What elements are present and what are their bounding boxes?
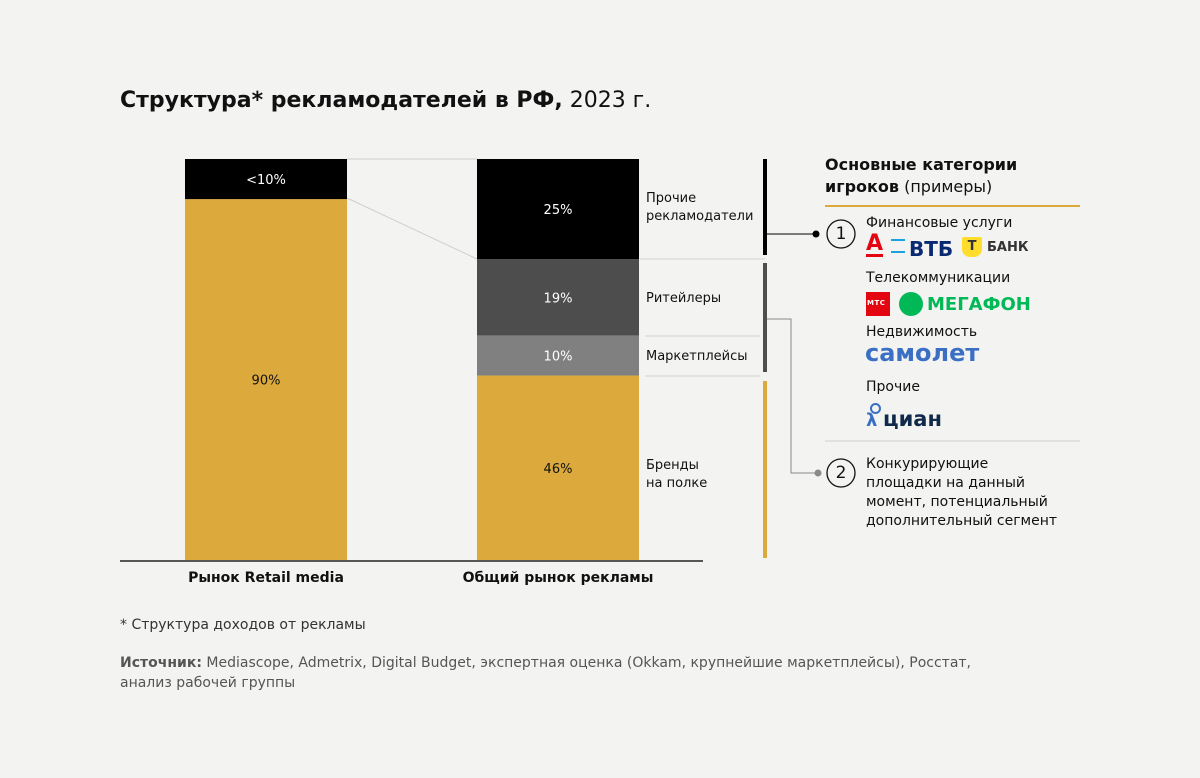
bar-segment bbox=[185, 199, 347, 560]
connector-dot bbox=[814, 469, 822, 477]
bracket-other bbox=[763, 159, 767, 255]
mts-logo: МТС bbox=[866, 292, 890, 316]
data-label: 19% bbox=[544, 291, 573, 306]
bar-segment bbox=[477, 259, 639, 336]
mts-logo-text: МТС bbox=[867, 299, 886, 307]
megafon-icon bbox=[899, 292, 923, 316]
group-label: Прочие bbox=[866, 379, 920, 395]
samolet-logo: самолет bbox=[865, 339, 980, 367]
label-other: Прочие рекламодатели bbox=[646, 191, 754, 224]
bar-segment bbox=[477, 375, 639, 560]
connector-dot bbox=[812, 230, 820, 238]
cian-pin-icon bbox=[870, 403, 881, 414]
cian-person-icon: λ bbox=[866, 410, 878, 431]
bar-segment bbox=[477, 335, 639, 376]
alfa-logo: А bbox=[866, 231, 884, 257]
telecom-logos: МТС МЕГАФОН bbox=[866, 292, 1066, 316]
vtb-logo: ВТБ bbox=[909, 237, 954, 261]
footnote: * Структура доходов от рекламы bbox=[120, 617, 366, 633]
marker-2-circle bbox=[826, 458, 856, 488]
vtb-stripes-icon bbox=[891, 239, 905, 253]
cian-logo: циан bbox=[883, 407, 942, 431]
x-tick-label: Рынок Retail media bbox=[188, 570, 344, 586]
connector-2 bbox=[767, 318, 818, 474]
marker-1-circle bbox=[826, 219, 856, 249]
panel-title: Основные категории игроков (примеры) bbox=[825, 155, 1018, 196]
chart-title: Структура* рекламодателей в РФ, 2023 г. bbox=[120, 88, 652, 113]
bar-segment bbox=[185, 159, 347, 200]
cian-logos: λ циан bbox=[866, 403, 966, 431]
label-marketplaces: Маркетплейсы bbox=[646, 349, 748, 364]
data-label: 46% bbox=[544, 462, 573, 477]
data-label: <10% bbox=[246, 173, 286, 188]
connector-line bbox=[346, 197, 478, 260]
bracket-brands bbox=[763, 381, 767, 558]
source-note: Источник: Mediascope, Admetrix, Digital … bbox=[120, 655, 972, 691]
marker-2: 2 bbox=[835, 463, 847, 483]
group-label: Телекоммуникации bbox=[866, 270, 1011, 286]
finance-logos: А ВТБ Т БАНК bbox=[866, 231, 1066, 261]
group-label: Финансовые услуги bbox=[866, 215, 1013, 231]
tbank-shield-logo: Т bbox=[962, 237, 982, 257]
marker-1: 1 bbox=[835, 224, 847, 244]
data-label: 10% bbox=[544, 349, 573, 364]
label-brands: Бренды на полке bbox=[646, 458, 708, 491]
bar-segment bbox=[477, 159, 639, 260]
label-retail: Ритейлеры bbox=[646, 291, 722, 306]
data-label: 25% bbox=[544, 203, 573, 218]
data-label: 90% bbox=[252, 374, 281, 389]
bracket-retail bbox=[763, 263, 767, 372]
x-tick-label: Общий рынок рекламы bbox=[462, 570, 654, 586]
tbank-logo: БАНК bbox=[987, 240, 1029, 255]
group-label: Недвижимость bbox=[866, 324, 978, 340]
item-2-description: Конкурирующие площадки на данный момент, п… bbox=[866, 456, 1058, 529]
megafon-logo: МЕГАФОН bbox=[927, 294, 1031, 315]
